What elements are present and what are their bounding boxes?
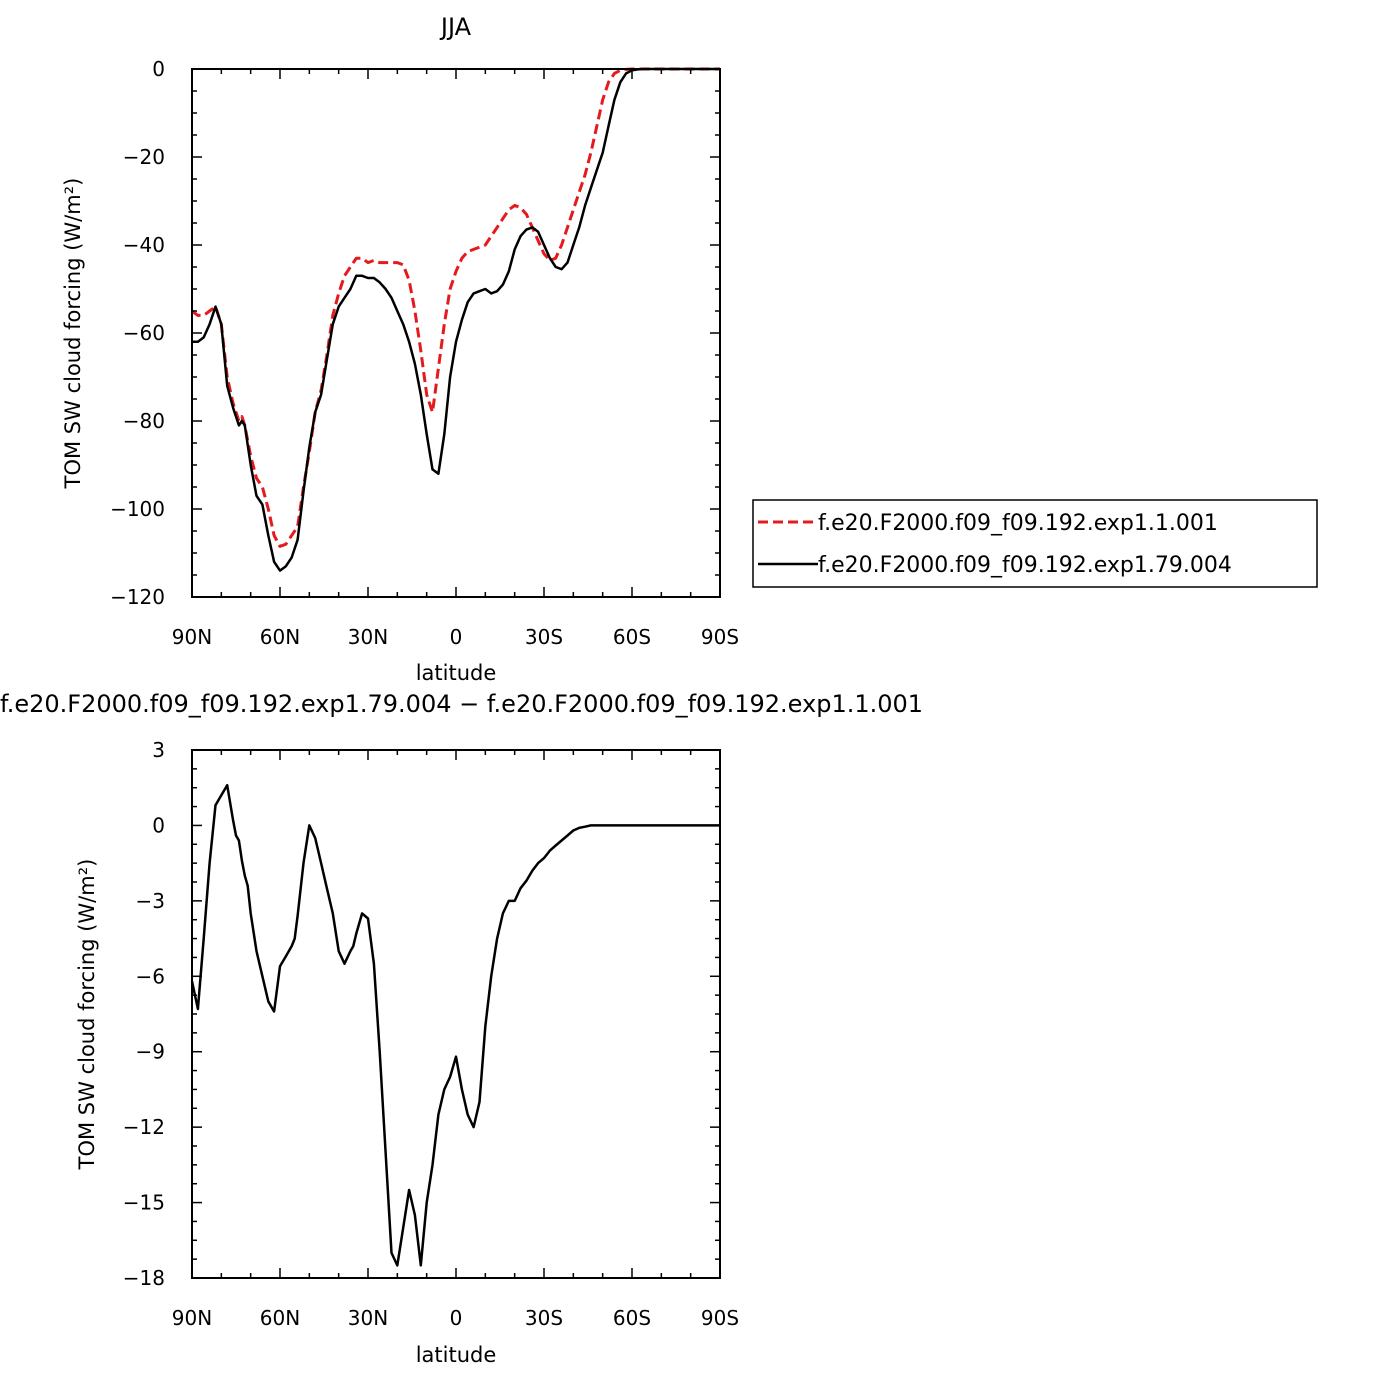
axis-ticks (191, 749, 721, 1279)
plot-frame (191, 749, 721, 1279)
y-tick-label: −80 (123, 409, 165, 433)
x-tick-label: 60S (613, 1306, 651, 1330)
y-tick-label: −120 (110, 585, 165, 609)
y-tick-label: 0 (152, 813, 165, 837)
legend-label-series-1: f.e20.F2000.f09_f09.192.exp1.1.001 (818, 511, 1218, 536)
axis-tick-labels: 90N 60N 30N 0 30S 60S 90S 0 −20 −40 −60 −80 −100 −120 (110, 57, 739, 649)
legend-box (752, 499, 1318, 588)
plot-frame (191, 68, 721, 598)
x-tick-label: 30S (525, 625, 563, 649)
y-tick-label: −60 (123, 321, 165, 345)
x-tick-label: 0 (450, 1306, 463, 1330)
x-tick-label: 90N (172, 1306, 212, 1330)
y-tick-label: −18 (123, 1266, 165, 1290)
legend-label-series-2: f.e20.F2000.f09_f09.192.exp1.79.004 (818, 553, 1232, 578)
y-tick-label: 0 (152, 57, 165, 81)
x-tick-label: 0 (450, 625, 463, 649)
x-tick-label: 60N (260, 625, 300, 649)
series-line-2 (192, 67, 720, 572)
chart-title: JJA (439, 13, 472, 41)
x-tick-label: 30N (348, 625, 388, 649)
x-tick-label: 60S (613, 625, 651, 649)
x-axis-label: latitude (416, 661, 497, 685)
difference-series-line (190, 783, 720, 1267)
y-tick-label: −15 (123, 1191, 165, 1215)
x-tick-label: 90S (701, 625, 739, 649)
x-tick-label: 30N (348, 1306, 388, 1330)
bottom-difference-chart: f.e20.F2000.f09_f09.192.exp1.79.004 − f.… (0, 690, 923, 1367)
x-tick-label: 30S (525, 1306, 563, 1330)
y-tick-label: −20 (123, 145, 165, 169)
series-line-1 (190, 783, 720, 1267)
y-tick-label: −12 (123, 1115, 165, 1139)
x-tick-label: 90N (172, 625, 212, 649)
legend: f.e20.F2000.f09_f09.192.exp1.1.001 f.e20… (752, 499, 1318, 588)
y-axis-label: TOM SW cloud forcing (W/m²) (75, 859, 99, 1171)
y-axis-label: TOM SW cloud forcing (W/m²) (61, 178, 85, 490)
y-tick-label: −3 (136, 889, 165, 913)
x-axis-label: latitude (416, 1343, 497, 1367)
series-line-1 (191, 67, 720, 548)
y-tick-label: −9 (136, 1040, 165, 1064)
y-tick-label: −100 (110, 497, 165, 521)
x-tick-label: 60N (260, 1306, 300, 1330)
axis-tick-labels: 90N 60N 30N 0 30S 60S 90S 3 0 −3 −6 −9 −12 −15 −18 (123, 738, 739, 1330)
y-tick-label: 3 (152, 738, 165, 762)
series-lines (191, 67, 720, 572)
top-line-chart: JJA 90N 60N 30N 0 30S 60S 90S 0 −20 −40 −60 −80 −100… (61, 13, 1318, 685)
y-tick-label: −40 (123, 233, 165, 257)
difference-chart-title: f.e20.F2000.f09_f09.192.exp1.79.004 − f.… (0, 690, 923, 718)
x-tick-label: 90S (701, 1306, 739, 1330)
y-tick-label: −6 (136, 964, 165, 988)
